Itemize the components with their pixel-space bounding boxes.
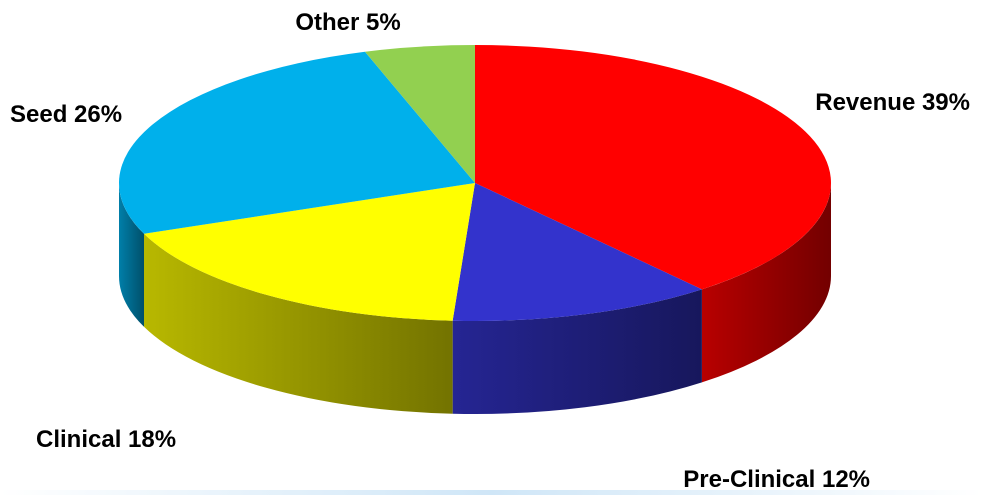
slice-label-clinical: Clinical 18% <box>36 426 176 453</box>
slice-side-clinical <box>143 233 453 414</box>
slice-label-seed: Seed 26% <box>10 101 122 128</box>
slice-side-seed <box>119 183 144 327</box>
slice-label-revenue: Revenue 39% <box>815 89 970 116</box>
slice-clinical <box>143 183 475 321</box>
slice-label-other: Other 5% <box>295 9 400 36</box>
slice-label-pre-clinical: Pre-Clinical 12% <box>683 466 870 493</box>
slice-labels: Revenue 39% Pre-Clinical 12% Clinical 18… <box>10 9 970 493</box>
pie-tops <box>119 45 831 321</box>
slice-revenue <box>475 45 831 290</box>
slice-seed <box>119 51 475 234</box>
slice-other <box>364 45 475 183</box>
slice-side-pre-clinical <box>452 289 702 414</box>
slice-pre-clinical <box>452 183 702 321</box>
pie-sides <box>119 183 831 414</box>
slice-side-revenue <box>701 183 831 383</box>
bottom-decoration <box>0 490 982 495</box>
